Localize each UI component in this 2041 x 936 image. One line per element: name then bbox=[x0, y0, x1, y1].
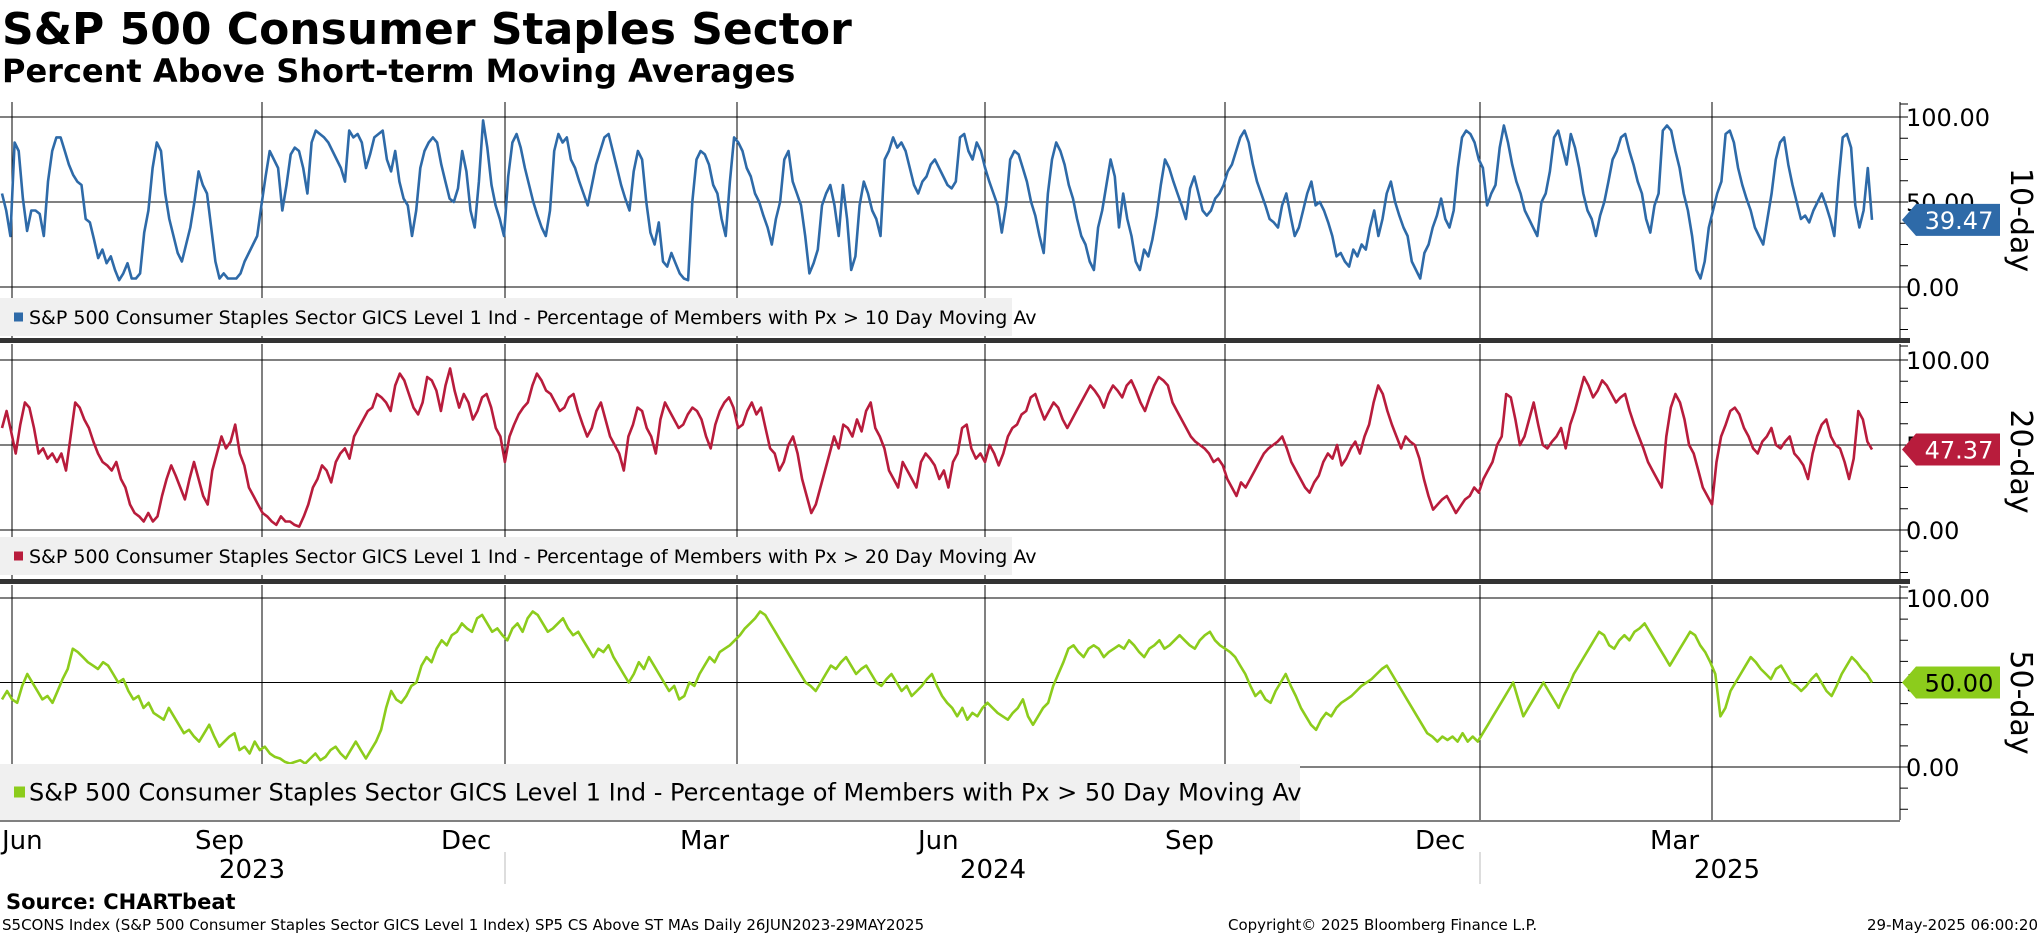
footer-timestamp: 29-May-2025 06:00:20 bbox=[1867, 916, 2038, 934]
x-month-label: Dec bbox=[1415, 826, 1465, 856]
legend-swatch bbox=[14, 312, 23, 322]
panel-label: 20-day bbox=[2003, 409, 2038, 513]
legend-text: S&P 500 Consumer Staples Sector GICS Lev… bbox=[29, 779, 1302, 807]
legend-text: S&P 500 Consumer Staples Sector GICS Lev… bbox=[29, 307, 1037, 329]
x-axis: Jun Sep Dec Mar Jun Sep Dec Mar 2023 2024 2025 bbox=[0, 820, 1900, 885]
badge-value: 50.00 bbox=[1925, 670, 1994, 698]
legend-box bbox=[0, 764, 1300, 820]
last-value-badge: 47.37 bbox=[1902, 433, 2000, 466]
legend-box bbox=[0, 537, 1012, 575]
legend-10-day: S&P 500 Consumer Staples Sector GICS Lev… bbox=[0, 298, 1037, 336]
x-month-label: Mar bbox=[1650, 826, 1699, 856]
legend-50-day: S&P 500 Consumer Staples Sector GICS Lev… bbox=[0, 764, 1302, 820]
x-month-label: Mar bbox=[680, 826, 729, 856]
x-month-label: Sep bbox=[1165, 826, 1214, 856]
panel-separator bbox=[0, 579, 1910, 584]
y-tick-label: 100.00 bbox=[1906, 585, 1990, 613]
panel-label: 50-day bbox=[2003, 650, 2038, 754]
y-tick-label: 0.00 bbox=[1906, 517, 1959, 545]
badge-value: 47.37 bbox=[1925, 436, 1994, 464]
badge-shape bbox=[1902, 666, 2000, 699]
source-label: Source: CHARTbeat bbox=[6, 890, 236, 914]
panel-50-day: 100.00 50.00 0.00 S&P 500 Consumer Staples … bbox=[0, 585, 2038, 820]
footer-copyright: Copyright© 2025 Bloomberg Finance L.P. bbox=[1228, 916, 1537, 934]
last-value-badge: 50.00 bbox=[1902, 666, 2000, 699]
x-month-label: Dec bbox=[441, 826, 491, 856]
series-line-50-day bbox=[0, 610, 1874, 765]
panel-separator bbox=[0, 338, 1910, 343]
y-tick-label: 100.00 bbox=[1906, 347, 1990, 375]
x-year-label: 2023 bbox=[219, 855, 285, 885]
y-tick-label: 0.00 bbox=[1906, 754, 1959, 782]
panel-label: 10-day bbox=[2003, 168, 2038, 272]
x-month-label: Jun bbox=[916, 826, 959, 856]
badge-shape bbox=[1902, 203, 2000, 236]
legend-swatch bbox=[14, 786, 25, 798]
x-year-label: 2024 bbox=[960, 855, 1026, 885]
legend-box bbox=[0, 298, 1012, 336]
x-month-label: Jun bbox=[0, 826, 43, 856]
y-tick-label: 0.00 bbox=[1906, 274, 1959, 302]
x-year-label: 2025 bbox=[1694, 855, 1760, 885]
last-value-badge: 39.47 bbox=[1902, 203, 2000, 236]
chart-subtitle: Percent Above Short-term Moving Averages bbox=[2, 52, 795, 90]
footer-description: S5CONS Index (S&P 500 Consumer Staples S… bbox=[2, 916, 924, 934]
badge-shape bbox=[1902, 433, 2000, 466]
y-tick-label: 100.00 bbox=[1906, 104, 1990, 132]
series-line-10-day bbox=[0, 119, 1874, 282]
legend-text: S&P 500 Consumer Staples Sector GICS Lev… bbox=[29, 546, 1037, 568]
chart-title: S&P 500 Consumer Staples Sector bbox=[2, 4, 852, 55]
legend-20-day: S&P 500 Consumer Staples Sector GICS Lev… bbox=[0, 537, 1037, 575]
legend-swatch bbox=[14, 551, 23, 561]
series-line-20-day bbox=[0, 367, 1874, 528]
chart-panels: 100.00 50.00 0.00 S&P 500 Consumer Staples … bbox=[0, 102, 2038, 820]
x-month-label: Sep bbox=[195, 826, 244, 856]
badge-value: 39.47 bbox=[1925, 207, 1994, 235]
